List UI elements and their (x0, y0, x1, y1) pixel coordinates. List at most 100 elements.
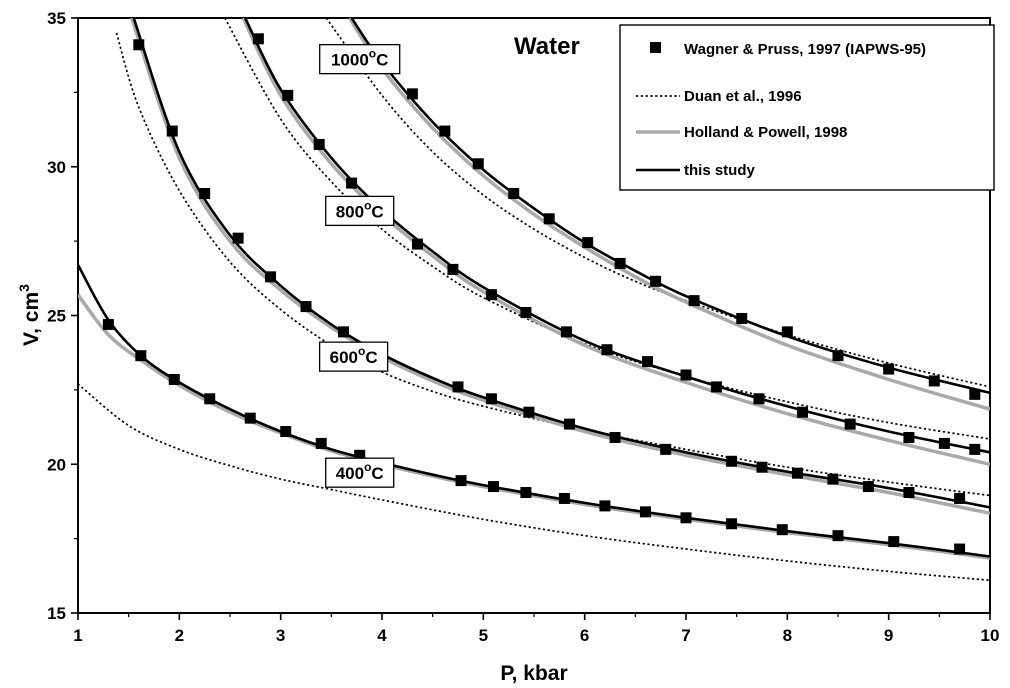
isotherm-label-box-800 (325, 195, 395, 227)
wagner-pruss-point-400 (520, 487, 532, 499)
wagner-pruss-point-400 (599, 500, 611, 512)
legend-label-this-study: this study (684, 162, 755, 179)
wagner-pruss-point-400 (680, 512, 692, 524)
wagner-pruss-point-400 (280, 426, 292, 438)
y-tick-label: 20 (47, 455, 66, 474)
legend-label-wagner-pruss: Wagner & Pruss, 1997 (IAPWS-95) (684, 41, 926, 58)
legend-marker-wagner-pruss (650, 42, 661, 53)
wagner-pruss-point-1000 (781, 326, 793, 338)
wagner-pruss-point-1000 (832, 350, 844, 362)
wagner-pruss-point-400 (455, 475, 467, 487)
wagner-pruss-point-800 (447, 263, 459, 275)
wagner-pruss-point-600 (563, 418, 575, 430)
y-tick-label: 25 (47, 307, 66, 326)
duan-curve-400 (78, 383, 990, 582)
wagner-pruss-point-1000 (582, 237, 594, 249)
isotherm-label-value: 600 (330, 348, 358, 367)
wagner-pruss-point-800 (252, 33, 264, 45)
isotherm-label-box-1000 (319, 44, 401, 75)
legend-label-holland-powell: Holland & Powell, 1998 (684, 124, 847, 141)
wagner-pruss-point-800 (411, 238, 423, 250)
wagner-pruss-point-1000 (472, 158, 484, 170)
wagner-pruss-point-800 (844, 418, 856, 430)
x-tick-label: 4 (377, 626, 387, 645)
wagner-pruss-point-600 (452, 381, 464, 393)
wagner-pruss-point-800 (313, 138, 325, 150)
y-axis-title-superscript: 3 (16, 284, 32, 292)
wagner-pruss-point-400 (135, 350, 147, 362)
isotherm-label-value: 800 (336, 202, 364, 221)
wagner-pruss-point-800 (903, 431, 915, 443)
wagner-pruss-point-1000 (543, 213, 555, 225)
wagner-pruss-point-800 (680, 369, 692, 381)
y-axis-tick-labels: 15 20 25 30 35 (47, 9, 66, 623)
wagner-pruss-point-400 (315, 437, 327, 449)
wagner-pruss-point-400 (639, 506, 651, 518)
wagner-pruss-point-600 (609, 431, 621, 443)
isotherm-label-value: 1000 (331, 51, 369, 70)
wagner-pruss-point-1000 (650, 275, 662, 287)
wagner-pruss-point-400 (726, 518, 738, 530)
isotherm-label-degree: o (369, 47, 376, 61)
duan-curve-600 (115, 32, 990, 497)
isotherm-label-unit: C (371, 202, 383, 221)
isotherm-label-unit: C (376, 51, 388, 70)
wagner-pruss-point-600 (485, 393, 497, 405)
isotherm-label-400: 400oC (336, 460, 384, 483)
wagner-pruss-point-400 (487, 481, 499, 493)
isotherm-label-800: 800oC (336, 198, 384, 221)
y-axis-title: V, cm3 (16, 284, 43, 346)
wagner-pruss-point-400 (354, 449, 366, 461)
wagner-pruss-point-600 (523, 406, 535, 418)
isotherm-label-value: 400 (336, 464, 364, 483)
x-tick-label: 8 (783, 626, 792, 645)
wagner-pruss-point-800 (641, 356, 653, 368)
axis-ticks (71, 17, 991, 620)
y-tick-label: 30 (47, 158, 66, 177)
wagner-pruss-point-800 (346, 177, 358, 189)
this-study-curve-1000 (350, 18, 990, 395)
wagner-pruss-point-1000 (928, 375, 940, 387)
wagner-pruss-point-1000 (688, 295, 700, 307)
isotherm-label-degree: o (364, 198, 371, 212)
x-tick-label: 7 (681, 626, 690, 645)
wagner-pruss-point-800 (969, 443, 981, 455)
x-tick-label: 5 (479, 626, 488, 645)
wagner-pruss-point-400 (558, 492, 570, 504)
wagner-pruss-point-1000 (508, 188, 520, 200)
wagner-pruss-point-600 (791, 467, 803, 479)
wagner-pruss-point-800 (710, 381, 722, 393)
legend-box (619, 24, 995, 191)
wagner-pruss-point-600 (903, 487, 915, 499)
wagner-pruss-point-800 (520, 307, 532, 319)
isotherm-label-unit: C (365, 348, 377, 367)
wagner-pruss-point-1000 (736, 312, 748, 324)
wagner-pruss-point-800 (753, 393, 765, 405)
wagner-pruss-point-400 (102, 318, 114, 330)
x-axis-title: P, kbar (500, 662, 567, 685)
wagner-pruss-point-600 (726, 455, 738, 467)
wagner-pruss-point-600 (166, 125, 178, 137)
x-tick-label: 2 (175, 626, 184, 645)
wagner-pruss-point-400 (204, 393, 216, 405)
x-tick-label: 9 (884, 626, 893, 645)
wagner-pruss-point-800 (797, 406, 809, 418)
wagner-pruss-point-1000 (883, 363, 895, 375)
x-tick-label: 1 (73, 626, 82, 645)
wagner-pruss-point-600 (660, 443, 672, 455)
legend-label-duan: Duan et al., 1996 (684, 88, 802, 105)
wagner-pruss-point-800 (601, 344, 613, 356)
wagner-pruss-point-1000 (614, 257, 626, 269)
wagner-pruss-point-800 (560, 326, 572, 338)
isotherm-label-unit: C (371, 464, 383, 483)
isotherm-label-box-400 (325, 457, 395, 488)
duan-curve-1000 (325, 18, 990, 388)
isotherm-label-degree: o (358, 344, 365, 358)
wagner-pruss-point-800 (938, 437, 950, 449)
wagner-pruss-point-400 (168, 373, 180, 385)
isotherm-label-degree: o (364, 460, 371, 474)
wagner-pruss-point-600 (954, 492, 966, 504)
wagner-pruss-point-600 (756, 461, 768, 473)
wagner-pruss-point-400 (832, 530, 844, 542)
